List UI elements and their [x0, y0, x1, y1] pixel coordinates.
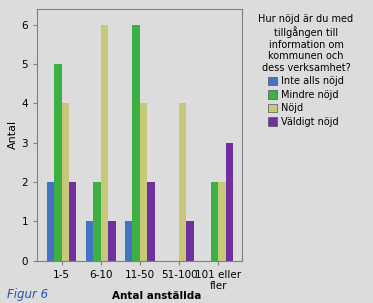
Bar [179, 103, 186, 261]
Bar [218, 182, 226, 261]
Bar [69, 182, 76, 261]
Y-axis label: Antal: Antal [7, 120, 18, 149]
Bar [108, 221, 116, 261]
Bar [140, 103, 147, 261]
Bar [101, 25, 108, 261]
Bar [132, 25, 140, 261]
Text: Antal anställda: Antal anställda [112, 291, 201, 301]
Bar [54, 64, 62, 261]
Text: Figur 6: Figur 6 [7, 288, 48, 301]
Bar [211, 182, 218, 261]
Bar [93, 182, 101, 261]
Bar [47, 182, 54, 261]
Bar [125, 221, 132, 261]
Bar [62, 103, 69, 261]
Bar [226, 143, 233, 261]
Bar [186, 221, 194, 261]
Legend: Inte alls nöjd, Mindre nöjd, Nöjd, Väldigt nöjd: Inte alls nöjd, Mindre nöjd, Nöjd, Väldi… [256, 12, 357, 130]
Bar [86, 221, 93, 261]
Bar [147, 182, 155, 261]
